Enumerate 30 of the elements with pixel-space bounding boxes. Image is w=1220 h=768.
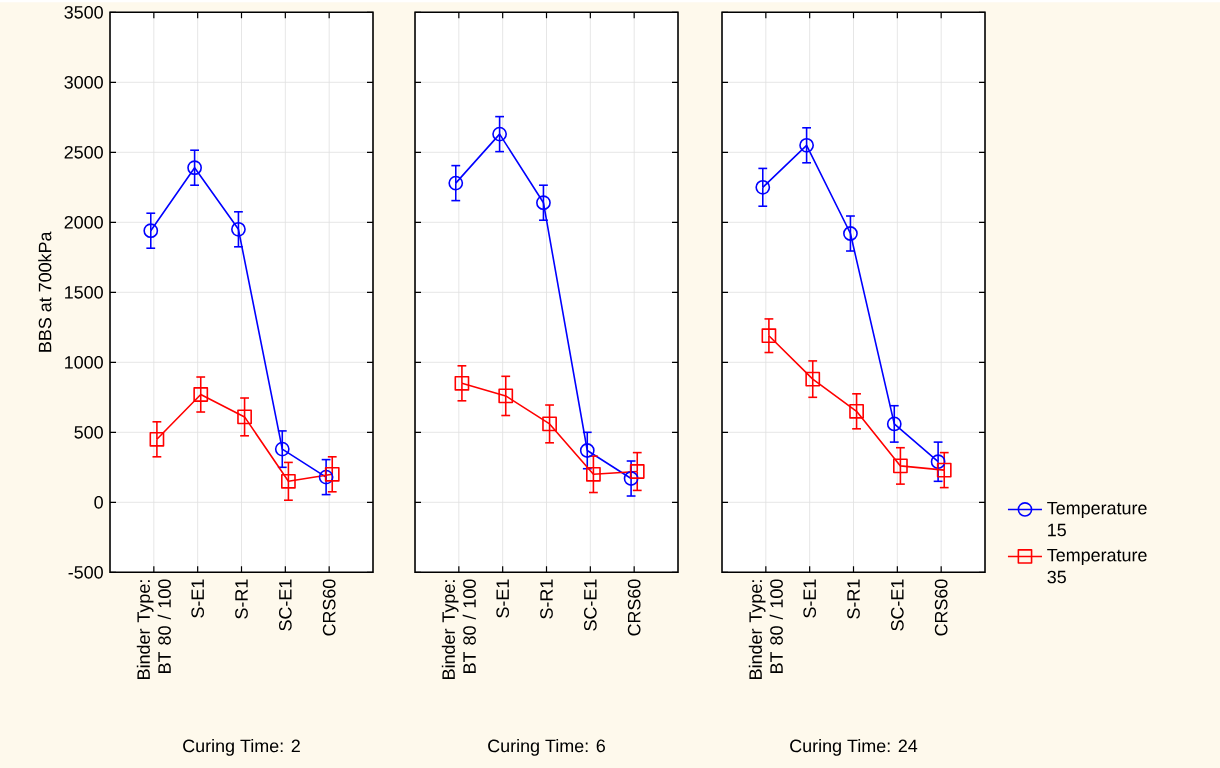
legend-label: Temperature 35: [1047, 548, 1147, 584]
x-tick-label: S-R1: [847, 579, 860, 619]
x-tick-label: CRS60: [627, 579, 641, 636]
legend-label: Temperature 15: [1047, 501, 1147, 537]
y-tick-label: 3000: [64, 75, 103, 89]
x-tick-label: SC-E1: [278, 579, 292, 631]
x-tick-label: SC-E1: [583, 579, 597, 631]
y-tick-label: 2500: [64, 145, 103, 159]
x-tick-label: S-R1: [540, 579, 553, 619]
x-tick-label: CRS60: [322, 579, 336, 636]
x-tick-label: Binder Type: BT 80 / 100: [441, 579, 476, 679]
y-tick-label: -500: [68, 565, 103, 579]
y-axis-title: BBS at 700kPa: [38, 231, 52, 352]
y-tick-label: 1500: [65, 285, 103, 299]
x-tick-label: Binder Type: BT 80 / 100: [136, 579, 171, 679]
x-axis-title: Curing Time: 2: [183, 738, 300, 756]
x-axis-title: Curing Time: 6: [488, 738, 605, 756]
x-axis-title: Curing Time: 24: [790, 738, 918, 756]
x-tick-label: S-R1: [235, 579, 248, 619]
x-tick-label: S-E1: [803, 579, 817, 618]
y-tick-label: 2000: [64, 215, 103, 229]
x-tick-label: S-E1: [496, 579, 510, 618]
y-tick-label: 0: [94, 495, 103, 509]
x-tick-label: Binder Type: BT 80 / 100: [748, 579, 783, 679]
y-tick-label: 500: [74, 425, 103, 439]
y-tick-label: 1000: [65, 355, 103, 369]
x-tick-label: SC-E1: [890, 579, 904, 631]
y-tick-label: 3500: [64, 5, 103, 19]
x-tick-label: S-E1: [191, 579, 205, 618]
x-tick-label: CRS60: [934, 579, 948, 636]
